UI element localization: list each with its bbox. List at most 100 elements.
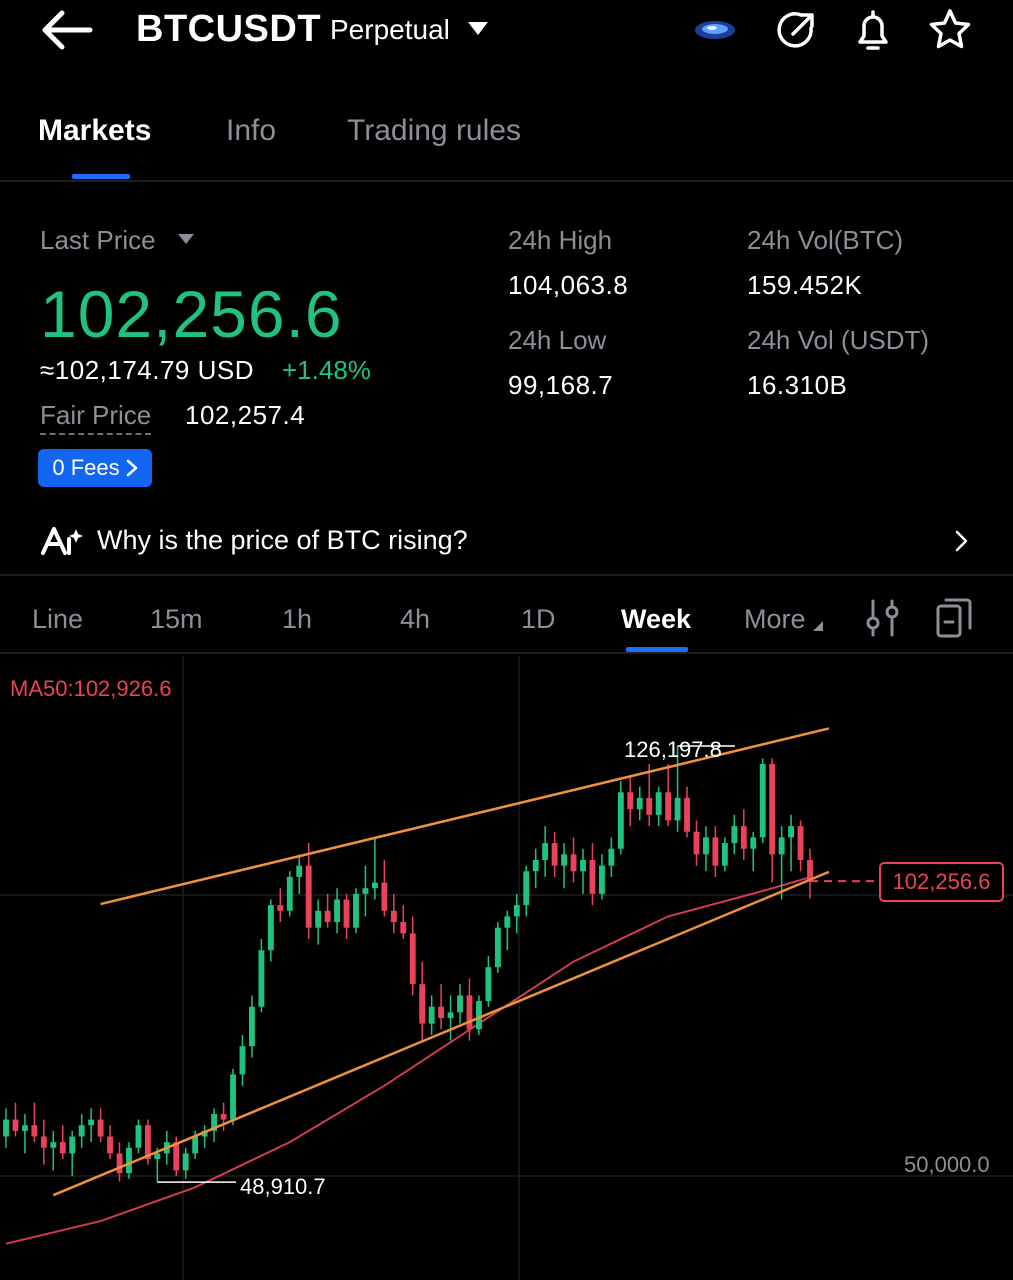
candle-up — [608, 848, 615, 866]
chart-tab-1d[interactable]: 1D — [521, 604, 556, 634]
price-change: +1.48% — [282, 355, 371, 385]
star-icon[interactable] — [925, 6, 975, 54]
fees-button[interactable]: 0 Fees — [38, 449, 152, 487]
candle-up — [561, 854, 568, 866]
candle-up — [78, 1125, 85, 1137]
candle-up — [617, 792, 624, 849]
candle-down — [173, 1142, 180, 1171]
tab-markets[interactable]: Markets — [38, 114, 152, 147]
fair-price-label[interactable]: Fair Price — [40, 400, 152, 435]
last-price-value: 102,256.6 — [40, 277, 343, 351]
candle-up — [655, 792, 662, 815]
ma50-line — [5, 876, 811, 1245]
usd-value: ≈102,174.79 USD — [40, 355, 255, 385]
active-tab-indicator — [72, 174, 130, 179]
candle-up — [371, 882, 378, 889]
candle-down — [31, 1125, 38, 1137]
high-value: 104,063.8 — [508, 270, 629, 300]
candle-down — [40, 1136, 47, 1148]
candle-down — [277, 905, 284, 911]
ma50-polyline — [5, 876, 811, 1245]
fees-label: 0 Fees — [52, 455, 120, 480]
candle-up — [580, 859, 586, 872]
divider — [0, 180, 1013, 182]
candle-up — [239, 1046, 246, 1075]
candle-up — [494, 927, 501, 968]
vol-btc-value: 159.452K — [747, 270, 863, 300]
current-price-tag[interactable]: 102,256.6 — [879, 862, 1004, 902]
candle-up — [513, 905, 520, 917]
candle-up — [334, 899, 340, 923]
candles — [3, 746, 813, 1183]
candle-down — [116, 1153, 123, 1174]
back-button[interactable] — [38, 8, 98, 52]
share-icon[interactable] — [771, 6, 821, 54]
divider — [0, 652, 1013, 654]
caret-down-icon[interactable] — [812, 620, 824, 632]
candle-down — [419, 984, 426, 1024]
candle-up — [750, 837, 757, 849]
low-label: 24h Low — [508, 325, 607, 355]
candle-down — [144, 1125, 151, 1160]
chart-tab-line[interactable]: Line — [32, 604, 84, 634]
candle-up — [211, 1113, 218, 1131]
low-value: 99,168.7 — [508, 370, 614, 400]
tab-info[interactable]: Info — [226, 114, 277, 147]
candle-down — [693, 831, 700, 855]
candle-up — [296, 865, 303, 877]
candle-down — [343, 899, 350, 928]
candle-up — [21, 1125, 28, 1131]
chart-tab-15m[interactable]: 15m — [150, 604, 203, 634]
chart-layout-icon[interactable] — [934, 596, 974, 640]
candle-up — [362, 888, 369, 894]
candle-up — [598, 865, 605, 894]
chart-tab-4h[interactable]: 4h — [400, 604, 431, 634]
low-marker-label: 48,910.7 — [240, 1174, 326, 1199]
candle-down — [684, 797, 690, 832]
candle-up — [476, 1001, 482, 1030]
candle-up — [703, 837, 709, 855]
tab-trading-rules[interactable]: Trading rules — [347, 114, 521, 147]
bell-icon[interactable] — [848, 6, 898, 54]
candle-up — [182, 1153, 189, 1171]
brand-logo-icon[interactable] — [690, 6, 740, 54]
candle-up — [523, 871, 530, 906]
chart-tab-week[interactable]: Week — [621, 604, 692, 634]
candle-up — [759, 764, 766, 838]
candle-up — [788, 826, 795, 838]
candle-down — [740, 826, 747, 849]
symbol-title[interactable]: BTCUSDT — [136, 8, 322, 50]
candle-up — [731, 826, 738, 844]
candle-up — [230, 1074, 236, 1120]
candle-down — [390, 910, 397, 923]
candlestick-chart[interactable] — [0, 654, 1013, 1280]
chevron-down-icon[interactable] — [468, 22, 488, 35]
contract-type-selector[interactable]: Perpetual — [330, 14, 450, 45]
chevron-right-icon — [955, 530, 968, 552]
candle-up — [267, 905, 274, 951]
candle-down — [589, 859, 596, 894]
candle-up — [721, 843, 728, 866]
indicator-settings-icon[interactable] — [864, 598, 902, 638]
insight-row[interactable]: Why is the price of BTC rising? — [0, 505, 1013, 575]
candle-down — [97, 1119, 104, 1137]
chevron-right-icon — [126, 459, 137, 477]
candle-down — [12, 1119, 19, 1131]
last-price-label[interactable]: Last Price — [40, 225, 156, 255]
candle-down — [627, 792, 634, 810]
candle-up — [315, 910, 322, 928]
price-axis-label: 50,000.0 — [904, 1152, 990, 1177]
candle-down — [769, 764, 776, 855]
candle-up — [428, 1006, 435, 1024]
candle-down — [400, 922, 407, 934]
candle-down — [665, 792, 672, 821]
divider — [0, 574, 1013, 576]
candle-down — [409, 933, 416, 985]
lower-trendline — [52, 870, 830, 1197]
insight-text: Why is the price of BTC rising? — [97, 525, 468, 555]
chart-tab-more[interactable]: More — [744, 604, 806, 634]
fair-price-value: 102,257.4 — [185, 400, 306, 430]
candle-up — [135, 1125, 142, 1148]
chart-tab-1h[interactable]: 1h — [282, 604, 313, 634]
caret-down-icon[interactable] — [178, 234, 194, 244]
